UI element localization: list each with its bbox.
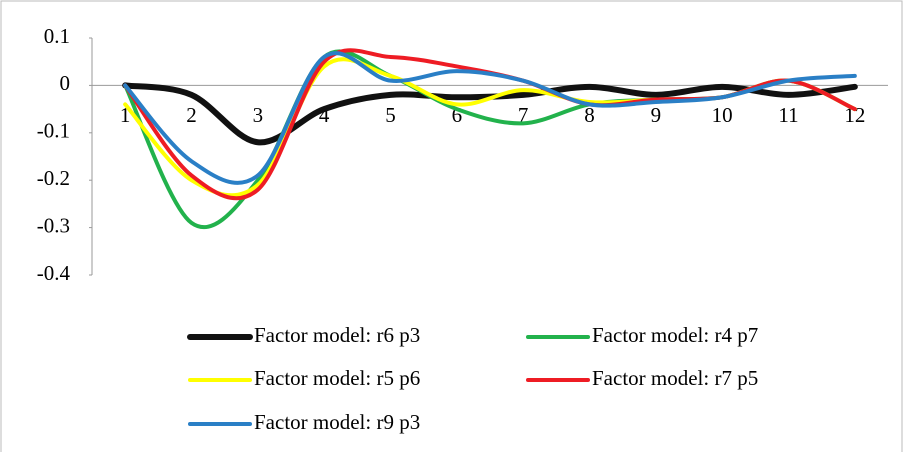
x-tick-label: 6: [452, 103, 463, 127]
x-tick-label: 8: [584, 103, 595, 127]
x-tick-label: 9: [651, 103, 662, 127]
y-tick-label: -0.3: [37, 213, 70, 237]
y-tick-label: -0.1: [37, 119, 70, 143]
y-tick-label: 0: [60, 71, 71, 95]
x-tick-label: 12: [844, 103, 865, 127]
y-tick-label: 0.1: [44, 24, 70, 48]
series-line: [123, 49, 857, 230]
legend-label: Factor model: r6 p3: [254, 323, 420, 347]
x-tick-label: 5: [385, 103, 396, 127]
series-line: [123, 51, 857, 185]
legend-label: Factor model: r9 p3: [254, 410, 420, 434]
x-tick-label: 1: [120, 103, 131, 127]
x-tick-label: 4: [319, 103, 330, 127]
series-line: [122, 82, 858, 146]
x-tick-label: 3: [253, 103, 264, 127]
y-tick-label: -0.4: [37, 261, 71, 285]
x-tick-label: 11: [778, 103, 798, 127]
x-tick-label: 7: [518, 103, 529, 127]
legend-label: Factor model: r4 p7: [592, 323, 758, 347]
x-tick-label: 2: [186, 103, 197, 127]
legend-label: Factor model: r7 p5: [592, 366, 758, 390]
x-tick-label: 10: [712, 103, 733, 127]
legend-label: Factor model: r5 p6: [254, 366, 420, 390]
y-tick-label: -0.2: [37, 166, 70, 190]
